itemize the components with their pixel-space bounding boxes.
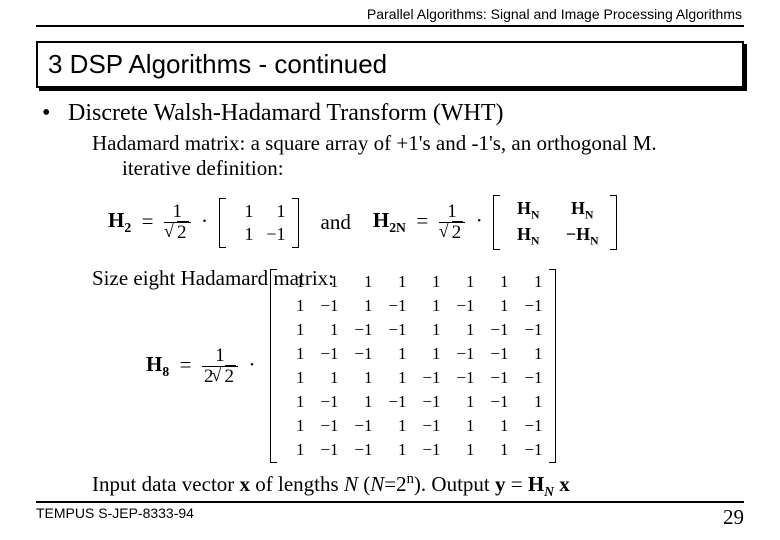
- equation-h2-h2n: H2 = 1 2 · 11 1−1 and H2N = 1 2: [36, 195, 744, 250]
- eq-and: and: [321, 210, 351, 235]
- matrix-cell: 1: [521, 344, 543, 364]
- matrix-cell: 1: [385, 416, 407, 436]
- matrix-cell: −1: [385, 296, 407, 316]
- matrix-cell: 1: [419, 296, 441, 316]
- matrix-cell: −1: [385, 392, 407, 412]
- matrix-cell: 1: [453, 392, 475, 412]
- matrix-cell: 1: [453, 320, 475, 340]
- matrix-cell: −1: [351, 440, 373, 460]
- page-number: 29: [723, 505, 744, 530]
- matrix-cell: 1: [521, 272, 543, 292]
- hadamard-description: Hadamard matrix: a square array of +1's …: [36, 131, 744, 181]
- hadamard-line1: Hadamard matrix: a square array of +1's …: [92, 131, 657, 155]
- equation-h8: H8 = 1 22 · 111111111−11−11−11−111−1−111…: [36, 269, 744, 463]
- matrix-cell: −1: [317, 440, 339, 460]
- matrix-cell: −1: [317, 344, 339, 364]
- matrix-cell: 1: [351, 368, 373, 388]
- matrix-cell: 1: [487, 440, 509, 460]
- matrix-cell: 1: [385, 272, 407, 292]
- matrix-cell: −1: [419, 368, 441, 388]
- matrix-cell: 1: [351, 296, 373, 316]
- hadamard-line2: iterative definition:: [92, 156, 744, 181]
- bullet-item: • Discrete Walsh-Hadamard Transform (WHT…: [36, 100, 744, 127]
- matrix-cell: 1: [419, 344, 441, 364]
- matrix-cell: 1: [487, 416, 509, 436]
- matrix-cell: 1: [385, 440, 407, 460]
- matrix-cell: −1: [453, 368, 475, 388]
- matrix-cell: −1: [487, 320, 509, 340]
- bottom-sentence: Input data vector x of lengths N (N=2n).…: [36, 471, 744, 500]
- matrix-cell: −1: [487, 392, 509, 412]
- eq-h2n: H2N = 1 2 · HN HN HN −HN: [373, 195, 617, 250]
- matrix-cell: −1: [521, 320, 543, 340]
- matrix-cell: −1: [521, 296, 543, 316]
- h8-matrix: 111111111−11−11−11−111−1−111−1−11−1−111−…: [270, 269, 556, 463]
- matrix-cell: 1: [317, 272, 339, 292]
- matrix-cell: −1: [351, 344, 373, 364]
- matrix-cell: 1: [317, 368, 339, 388]
- matrix-cell: 1: [283, 272, 305, 292]
- matrix-cell: 1: [419, 272, 441, 292]
- matrix-cell: −1: [521, 416, 543, 436]
- matrix-cell: −1: [487, 368, 509, 388]
- matrix-cell: −1: [385, 320, 407, 340]
- matrix-cell: −1: [521, 368, 543, 388]
- matrix-cell: 1: [283, 392, 305, 412]
- matrix-cell: 1: [487, 272, 509, 292]
- matrix-cell: −1: [317, 296, 339, 316]
- matrix-cell: 1: [283, 416, 305, 436]
- matrix-cell: −1: [419, 416, 441, 436]
- matrix-cell: 1: [351, 392, 373, 412]
- matrix-cell: 1: [453, 272, 475, 292]
- matrix-cell: −1: [487, 344, 509, 364]
- bullet-marker: •: [42, 100, 62, 127]
- matrix-cell: 1: [521, 392, 543, 412]
- matrix-cell: 1: [283, 344, 305, 364]
- matrix-cell: 1: [283, 440, 305, 460]
- matrix-cell: 1: [453, 416, 475, 436]
- matrix-cell: −1: [351, 320, 373, 340]
- matrix-cell: 1: [351, 272, 373, 292]
- eq-h2: H2 = 1 2 · 11 1−1: [108, 198, 299, 248]
- matrix-cell: 1: [385, 344, 407, 364]
- bullet-text: Discrete Walsh-Hadamard Transform (WHT): [68, 100, 504, 126]
- matrix-cell: 1: [283, 296, 305, 316]
- section-title: 3 DSP Algorithms - continued: [36, 41, 744, 88]
- matrix-cell: 1: [453, 440, 475, 460]
- matrix-cell: −1: [453, 344, 475, 364]
- footer-left: TEMPUS S-JEP-8333-94: [36, 505, 194, 530]
- matrix-cell: 1: [283, 320, 305, 340]
- matrix-cell: 1: [419, 320, 441, 340]
- matrix-cell: −1: [317, 416, 339, 436]
- footer: TEMPUS S-JEP-8333-94 29: [36, 501, 744, 530]
- matrix-cell: 1: [317, 320, 339, 340]
- matrix-cell: −1: [351, 416, 373, 436]
- matrix-cell: −1: [419, 392, 441, 412]
- matrix-cell: −1: [317, 392, 339, 412]
- matrix-cell: 1: [283, 368, 305, 388]
- matrix-cell: −1: [453, 296, 475, 316]
- running-header: Parallel Algorithms: Signal and Image Pr…: [36, 0, 744, 27]
- matrix-cell: 1: [487, 296, 509, 316]
- matrix-cell: 1: [385, 368, 407, 388]
- matrix-cell: −1: [419, 440, 441, 460]
- matrix-cell: −1: [521, 440, 543, 460]
